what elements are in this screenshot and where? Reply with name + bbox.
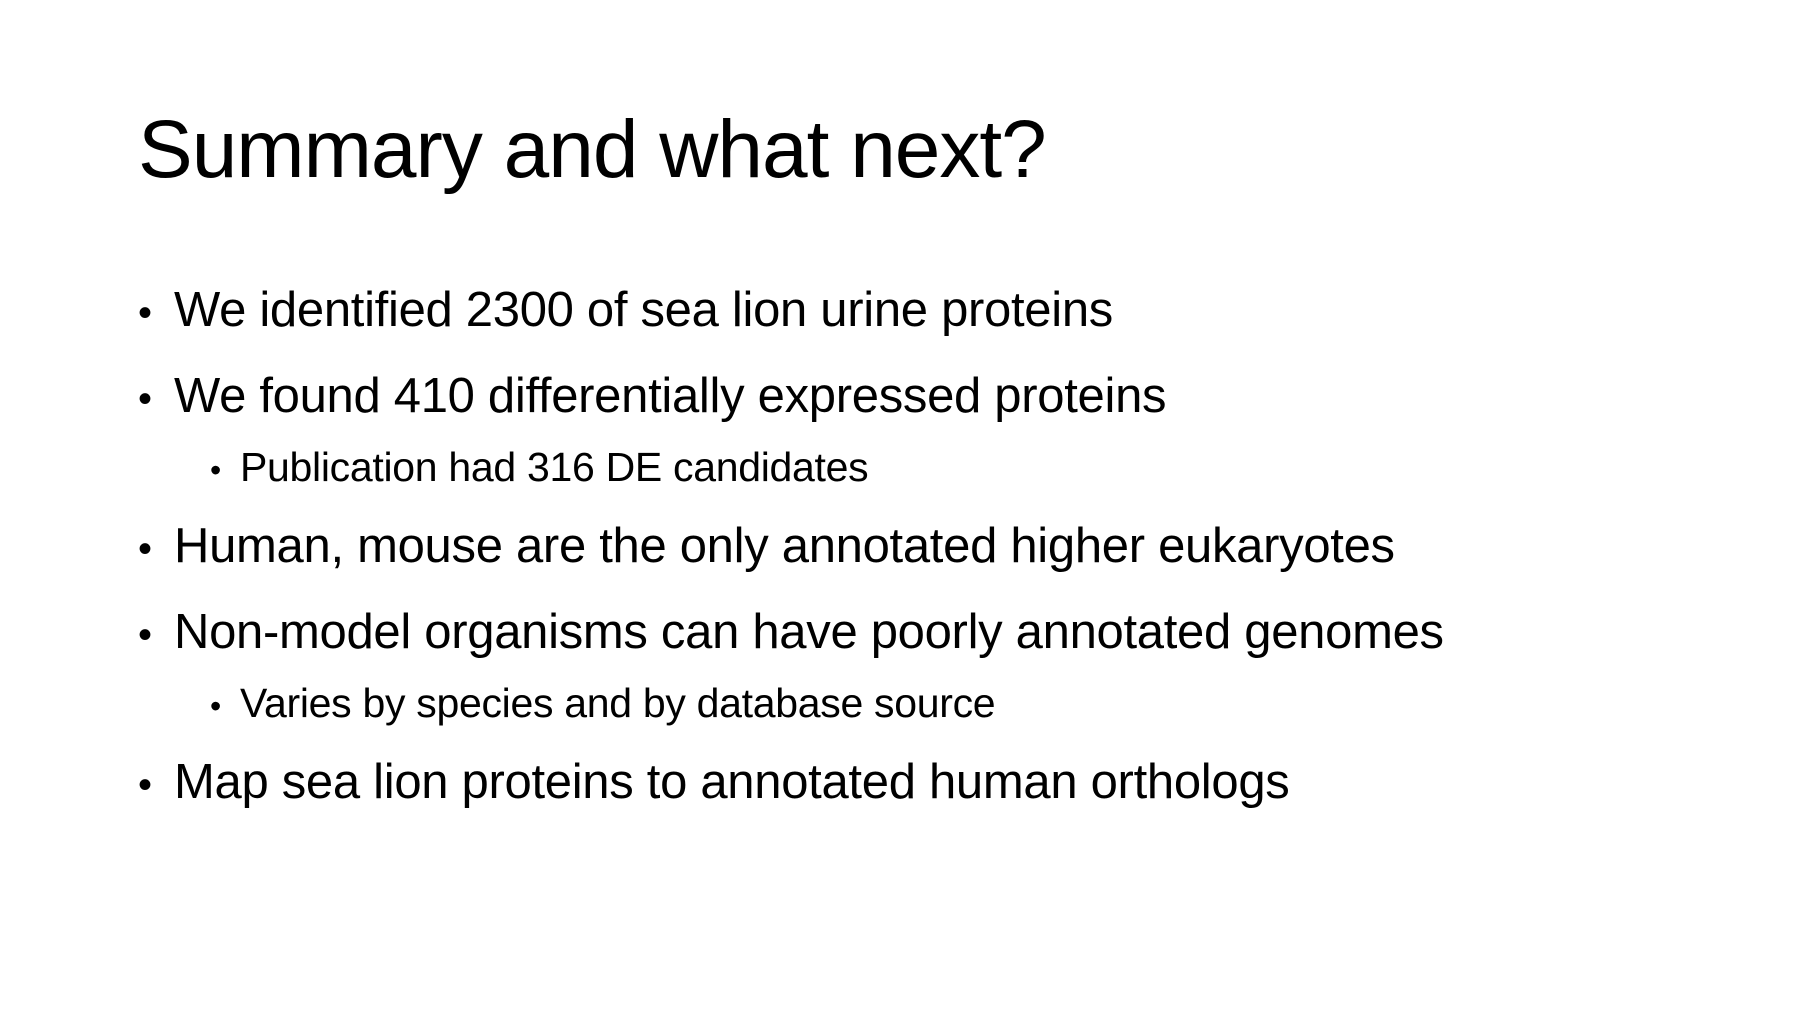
bullet-text: We found 410 differentially expressed pr… [174, 369, 1167, 423]
bullet-item: • We identified 2300 of sea lion urine p… [138, 280, 1113, 343]
bullet-marker: • [138, 527, 153, 571]
bullet-text: Varies by species and by database source [240, 680, 996, 726]
bullet-marker: • [138, 377, 153, 421]
bullet-text: We identified 2300 of sea lion urine pro… [174, 283, 1113, 337]
bullet-item: • We found 410 differentially expressed … [138, 366, 1167, 429]
sub-bullet-item: • Varies by species and by database sour… [210, 678, 996, 731]
bullet-item: • Non-model organisms can have poorly an… [138, 602, 1444, 665]
bullet-item: • Human, mouse are the only annotated hi… [138, 516, 1395, 579]
bullet-marker: • [138, 291, 153, 335]
sub-bullet-item: • Publication had 316 DE candidates [210, 442, 869, 495]
bullet-item: • Map sea lion proteins to annotated hum… [138, 752, 1290, 815]
bullet-text: Non-model organisms can have poorly anno… [174, 605, 1444, 659]
bullet-text: Human, mouse are the only annotated high… [174, 519, 1395, 573]
bullet-marker: • [210, 688, 222, 724]
bullet-text: Map sea lion proteins to annotated human… [174, 755, 1290, 809]
bullet-marker: • [210, 452, 222, 488]
bullet-list: • We identified 2300 of sea lion urine p… [138, 0, 1738, 1013]
bullet-marker: • [138, 763, 153, 807]
slide-title: Summary and what next? [138, 104, 1047, 195]
bullet-text: Publication had 316 DE candidates [240, 444, 869, 490]
bullet-marker: • [138, 613, 153, 657]
